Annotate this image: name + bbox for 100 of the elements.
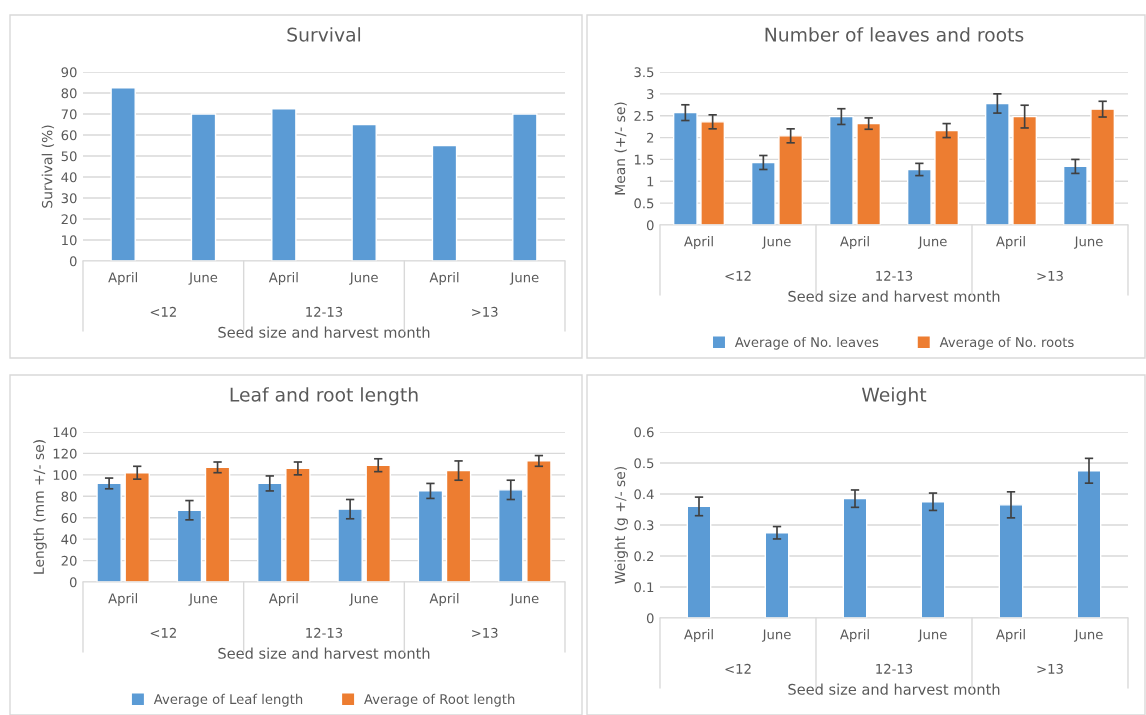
y-tick-label: 3 — [647, 89, 654, 100]
bar — [856, 122, 882, 225]
legend-label: Average of No. leaves — [734, 336, 879, 350]
bar — [1090, 108, 1116, 225]
chart-title: Leaf and root length — [230, 387, 418, 406]
x-axis-title: Seed size and harvest month — [788, 683, 1000, 695]
bar — [337, 508, 363, 582]
bar — [842, 497, 868, 618]
bar — [526, 460, 552, 582]
x-tick-label: April — [996, 629, 1025, 642]
y-tick-label: 60 — [61, 130, 77, 141]
x-tick-label: April — [108, 272, 138, 285]
y-tick-label: 0.2 — [634, 551, 654, 562]
x-axis-title: Seed size and harvest month — [218, 326, 430, 338]
bar — [257, 482, 283, 582]
y-tick-label: 80 — [61, 491, 77, 502]
bar — [750, 161, 776, 225]
x-tick-label: June — [509, 272, 539, 285]
y-axis-title: Mean (+/- se) — [614, 102, 627, 195]
bar — [984, 102, 1010, 225]
bar — [351, 123, 377, 261]
x-tick-label: June — [349, 593, 378, 606]
x-tick-label: June — [509, 593, 539, 606]
x-tick-label: June — [188, 593, 218, 606]
bar — [190, 113, 217, 261]
y-tick-label: 0.5 — [634, 198, 654, 209]
x-tick-label: April — [268, 272, 298, 285]
bar — [498, 489, 524, 582]
y-tick-label: 70 — [61, 109, 77, 120]
bar — [828, 115, 854, 225]
y-tick-label: 80 — [61, 88, 77, 99]
text: >13 — [1037, 270, 1063, 281]
bar — [906, 168, 932, 225]
y-axis-title: Survival (%) — [41, 125, 55, 208]
bar — [764, 532, 790, 618]
x-axis-title: Seed size and harvest month — [218, 647, 430, 659]
bar — [110, 87, 136, 261]
bar — [204, 466, 231, 582]
y-tick-label: 120 — [53, 448, 77, 459]
x-tick-label: April — [429, 593, 459, 606]
bar — [285, 467, 311, 582]
text: 12-13 — [876, 270, 913, 281]
x-tick-label: June — [917, 629, 947, 642]
x-tick-label: June — [1073, 236, 1103, 249]
bar — [417, 490, 444, 582]
bar — [686, 505, 712, 618]
legend-label: Average of Root length — [364, 693, 515, 707]
text: >13 — [472, 306, 498, 317]
x-tick-label: April — [684, 629, 713, 642]
bar — [176, 509, 203, 582]
y-tick-label: 40 — [61, 534, 77, 545]
y-tick-label: 0 — [646, 220, 654, 231]
x-tick-label: April — [268, 593, 298, 606]
y-tick-label: 60 — [61, 512, 77, 523]
bar — [445, 469, 472, 582]
x-tick-label: April — [684, 236, 713, 249]
y-tick-label: 0.5 — [634, 458, 654, 469]
y-tick-label: 0 — [646, 613, 654, 624]
text: 12-13 — [306, 627, 343, 638]
legend-label: Average of No. roots — [939, 336, 1074, 350]
y-tick-label: 1 — [647, 176, 654, 187]
text: >13 — [472, 627, 498, 638]
bar — [672, 111, 698, 225]
bar — [1012, 115, 1038, 225]
x-tick-label: June — [761, 629, 791, 642]
text: <12 — [150, 627, 176, 638]
y-tick-label: 2 — [647, 132, 654, 143]
x-tick-label: April — [840, 629, 869, 642]
y-tick-label: 0 — [69, 256, 77, 267]
y-tick-label: 1.5 — [634, 154, 654, 165]
y-tick-label: 0.6 — [634, 427, 654, 438]
bar — [271, 108, 297, 261]
x-tick-label: April — [429, 272, 459, 285]
y-tick-label: 0.3 — [634, 520, 654, 531]
bar — [778, 135, 804, 225]
x-tick-label: April — [108, 593, 138, 606]
y-tick-label: 20 — [61, 555, 77, 566]
y-axis-title: Weight (g +/- se) — [614, 467, 628, 584]
y-tick-label: 3.5 — [634, 67, 654, 78]
text: >13 — [1037, 663, 1063, 674]
x-tick-label: June — [349, 272, 378, 285]
text: <12 — [725, 270, 751, 281]
bar — [96, 482, 122, 582]
x-tick-label: June — [1073, 629, 1103, 642]
y-axis-title: Length (mm +/- se) — [33, 440, 47, 574]
y-tick-label: 140 — [53, 427, 77, 438]
bar — [431, 144, 458, 261]
x-axis-title: Seed size and harvest month — [788, 290, 1000, 302]
y-tick-label: 100 — [53, 470, 77, 481]
bar — [920, 501, 946, 618]
y-tick-label: 10 — [62, 235, 77, 246]
y-tick-label: 50 — [61, 151, 77, 162]
bar — [1062, 165, 1088, 225]
x-tick-label: April — [840, 236, 869, 249]
y-tick-label: 0.4 — [634, 489, 654, 500]
bar — [700, 121, 726, 225]
text: 12-13 — [876, 663, 913, 674]
bar — [365, 464, 391, 582]
bar — [998, 504, 1024, 618]
y-tick-label: 0 — [69, 577, 77, 588]
